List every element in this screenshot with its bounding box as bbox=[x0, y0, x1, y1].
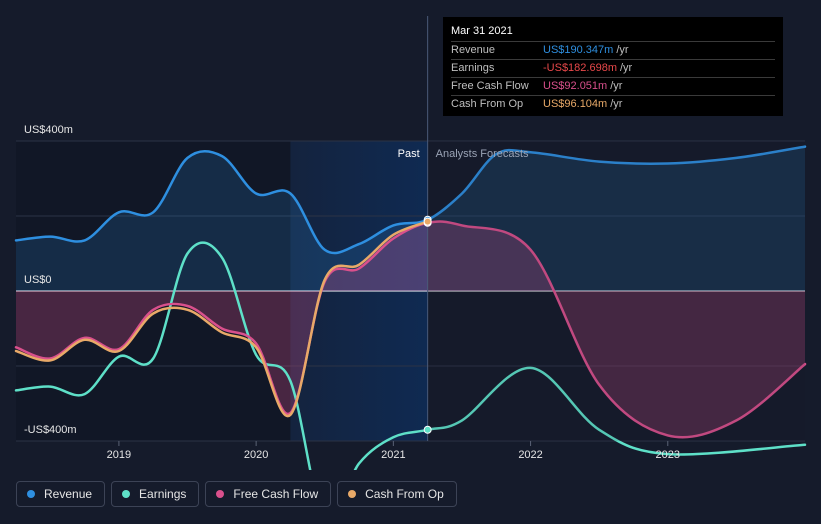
past-label: Past bbox=[398, 148, 420, 160]
marker-cash-from-op bbox=[423, 217, 432, 226]
y-tick-label: US$0 bbox=[24, 274, 52, 286]
tooltip: Mar 31 2021 Revenue US$190.347m /yr Earn… bbox=[443, 17, 783, 116]
legend-dot-icon bbox=[27, 490, 35, 498]
legend-label: Revenue bbox=[44, 487, 93, 501]
line-earnings bbox=[14, 241, 807, 470]
tooltip-value: US$96.104m bbox=[543, 98, 608, 110]
forecast-label: Analysts Forecasts bbox=[436, 148, 529, 160]
line-free-cash-flow bbox=[14, 220, 807, 439]
tooltip-row-cash-from-op: Cash From Op US$96.104m /yr bbox=[451, 95, 775, 113]
tooltip-date: Mar 31 2021 bbox=[451, 25, 513, 37]
x-tick-label: 2021 bbox=[381, 449, 405, 461]
tooltip-row-revenue: Revenue US$190.347m /yr bbox=[451, 41, 775, 59]
y-tick-label: -US$400m bbox=[24, 424, 77, 436]
tooltip-unit: /yr bbox=[610, 98, 623, 110]
legend-label: Cash From Op bbox=[365, 487, 444, 501]
tooltip-value: -US$182.698m bbox=[543, 62, 617, 74]
area-free-cash-flow bbox=[16, 221, 805, 438]
chart: US$400m US$0 -US$400m 2019 2020 2021 2022 2023 P… bbox=[14, 16, 807, 470]
tooltip-label: Free Cash Flow bbox=[451, 80, 529, 92]
legend-dot-icon bbox=[216, 490, 225, 498]
tooltip-value: US$190.347m bbox=[543, 44, 614, 56]
tooltip-label: Earnings bbox=[451, 62, 495, 74]
x-tick-label: 2020 bbox=[244, 449, 268, 461]
tooltip-unit: /yr bbox=[620, 62, 633, 74]
line-revenue bbox=[14, 145, 807, 255]
tooltip-unit: /yr bbox=[616, 44, 629, 56]
forecast-overlay bbox=[427, 141, 805, 441]
tooltip-label: Cash From Op bbox=[451, 98, 524, 110]
x-tick-label: 2019 bbox=[107, 449, 131, 461]
legend-item-revenue[interactable]: Revenue bbox=[16, 481, 106, 507]
area-revenue bbox=[16, 146, 805, 291]
tooltip-row-earnings: Earnings -US$182.698m /yr bbox=[451, 59, 775, 77]
tooltip-label: Revenue bbox=[451, 44, 496, 56]
legend-label: Earnings bbox=[139, 487, 187, 501]
legend-label: Free Cash Flow bbox=[233, 487, 319, 501]
legend-dot-icon bbox=[348, 490, 357, 498]
legend-item-cash-from-op[interactable]: Cash From Op bbox=[337, 481, 457, 507]
line-cash-from-op bbox=[14, 220, 429, 418]
tooltip-value: US$92.051m bbox=[543, 80, 608, 92]
legend-item-earnings[interactable]: Earnings bbox=[111, 481, 200, 507]
x-tick-label: 2022 bbox=[518, 449, 542, 461]
legend: Revenue Earnings Free Cash Flow Cash Fro… bbox=[16, 481, 457, 507]
x-tick-label: 2023 bbox=[656, 449, 680, 461]
legend-item-free-cash-flow[interactable]: Free Cash Flow bbox=[205, 481, 332, 507]
y-tick-label: US$400m bbox=[24, 124, 73, 136]
marker-earnings bbox=[423, 425, 432, 434]
legend-dot-icon bbox=[122, 490, 131, 498]
tooltip-unit: /yr bbox=[610, 80, 623, 92]
tooltip-row-free-cash-flow: Free Cash Flow US$92.051m /yr bbox=[451, 77, 775, 95]
